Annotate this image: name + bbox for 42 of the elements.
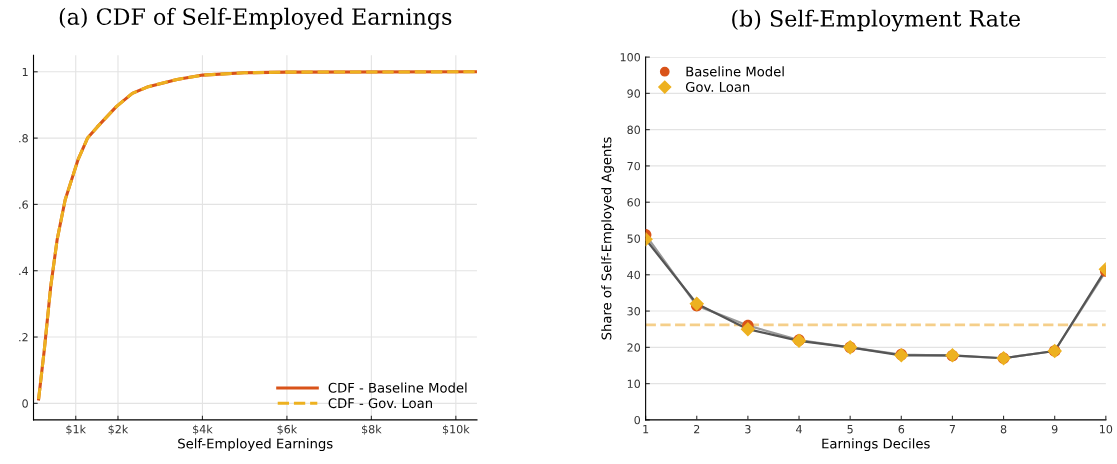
y-tick-label: .6: [19, 200, 28, 209]
y-tick-label: 60: [627, 198, 641, 207]
x-axis-title: Earnings Deciles: [822, 438, 930, 452]
y-tick-label: 40: [627, 270, 641, 280]
y-tick-label: 100: [620, 53, 641, 62]
x-tick-label: 6: [898, 424, 905, 434]
x-tick-label: $4k: [193, 424, 213, 435]
x-tick-label: 3: [745, 424, 751, 434]
legend-label: Baseline Model: [686, 66, 784, 77]
y-tick-label: 30: [627, 307, 641, 316]
y-tick-label: 50: [627, 234, 641, 243]
x-tick-label: 9: [1051, 424, 1058, 434]
legend-label: CDF - Baseline Model: [328, 382, 467, 393]
y-tick-label: 0: [22, 399, 28, 408]
x-tick-label: 10: [1099, 424, 1113, 434]
y-tick-label: 1: [22, 67, 28, 77]
x-tick-label: 2: [694, 424, 700, 434]
y-tick-label: 70: [627, 161, 641, 171]
y-tick-label: 80: [627, 125, 641, 135]
legend-label: CDF - Gov. Loan: [328, 398, 432, 409]
x-axis-title: Self-Employed Earnings: [178, 438, 333, 452]
x-tick-label: 1: [643, 425, 649, 434]
x-tick-label: $1k: [66, 424, 86, 435]
x-tick-label: 7: [949, 425, 956, 434]
x-tick-label: 4: [796, 425, 802, 434]
x-tick-label: $2k: [108, 424, 129, 435]
chart-title: (b) Self-Employment Rate: [732, 9, 1020, 32]
y-tick-label: 10: [627, 379, 641, 389]
x-tick-label: 8: [1000, 424, 1007, 434]
legend-label: Gov. Loan: [685, 81, 750, 92]
y-tick-label: 0: [634, 415, 641, 425]
y-tick-label: .2: [19, 333, 28, 342]
y-axis-title: Share of Self-Employed Agents: [601, 137, 614, 340]
x-tick-label: $10k: [442, 424, 470, 435]
y-tick-label: 20: [627, 343, 641, 352]
x-tick-label: $6k: [277, 424, 298, 435]
x-tick-label: 5: [847, 425, 853, 434]
y-tick-label: .4: [19, 266, 29, 275]
x-tick-label: $8k: [362, 424, 382, 435]
y-tick-label: 90: [627, 89, 641, 98]
chart-title: (a) CDF of Self-Employed Earnings: [59, 7, 452, 30]
y-tick-label: .8: [19, 134, 28, 143]
